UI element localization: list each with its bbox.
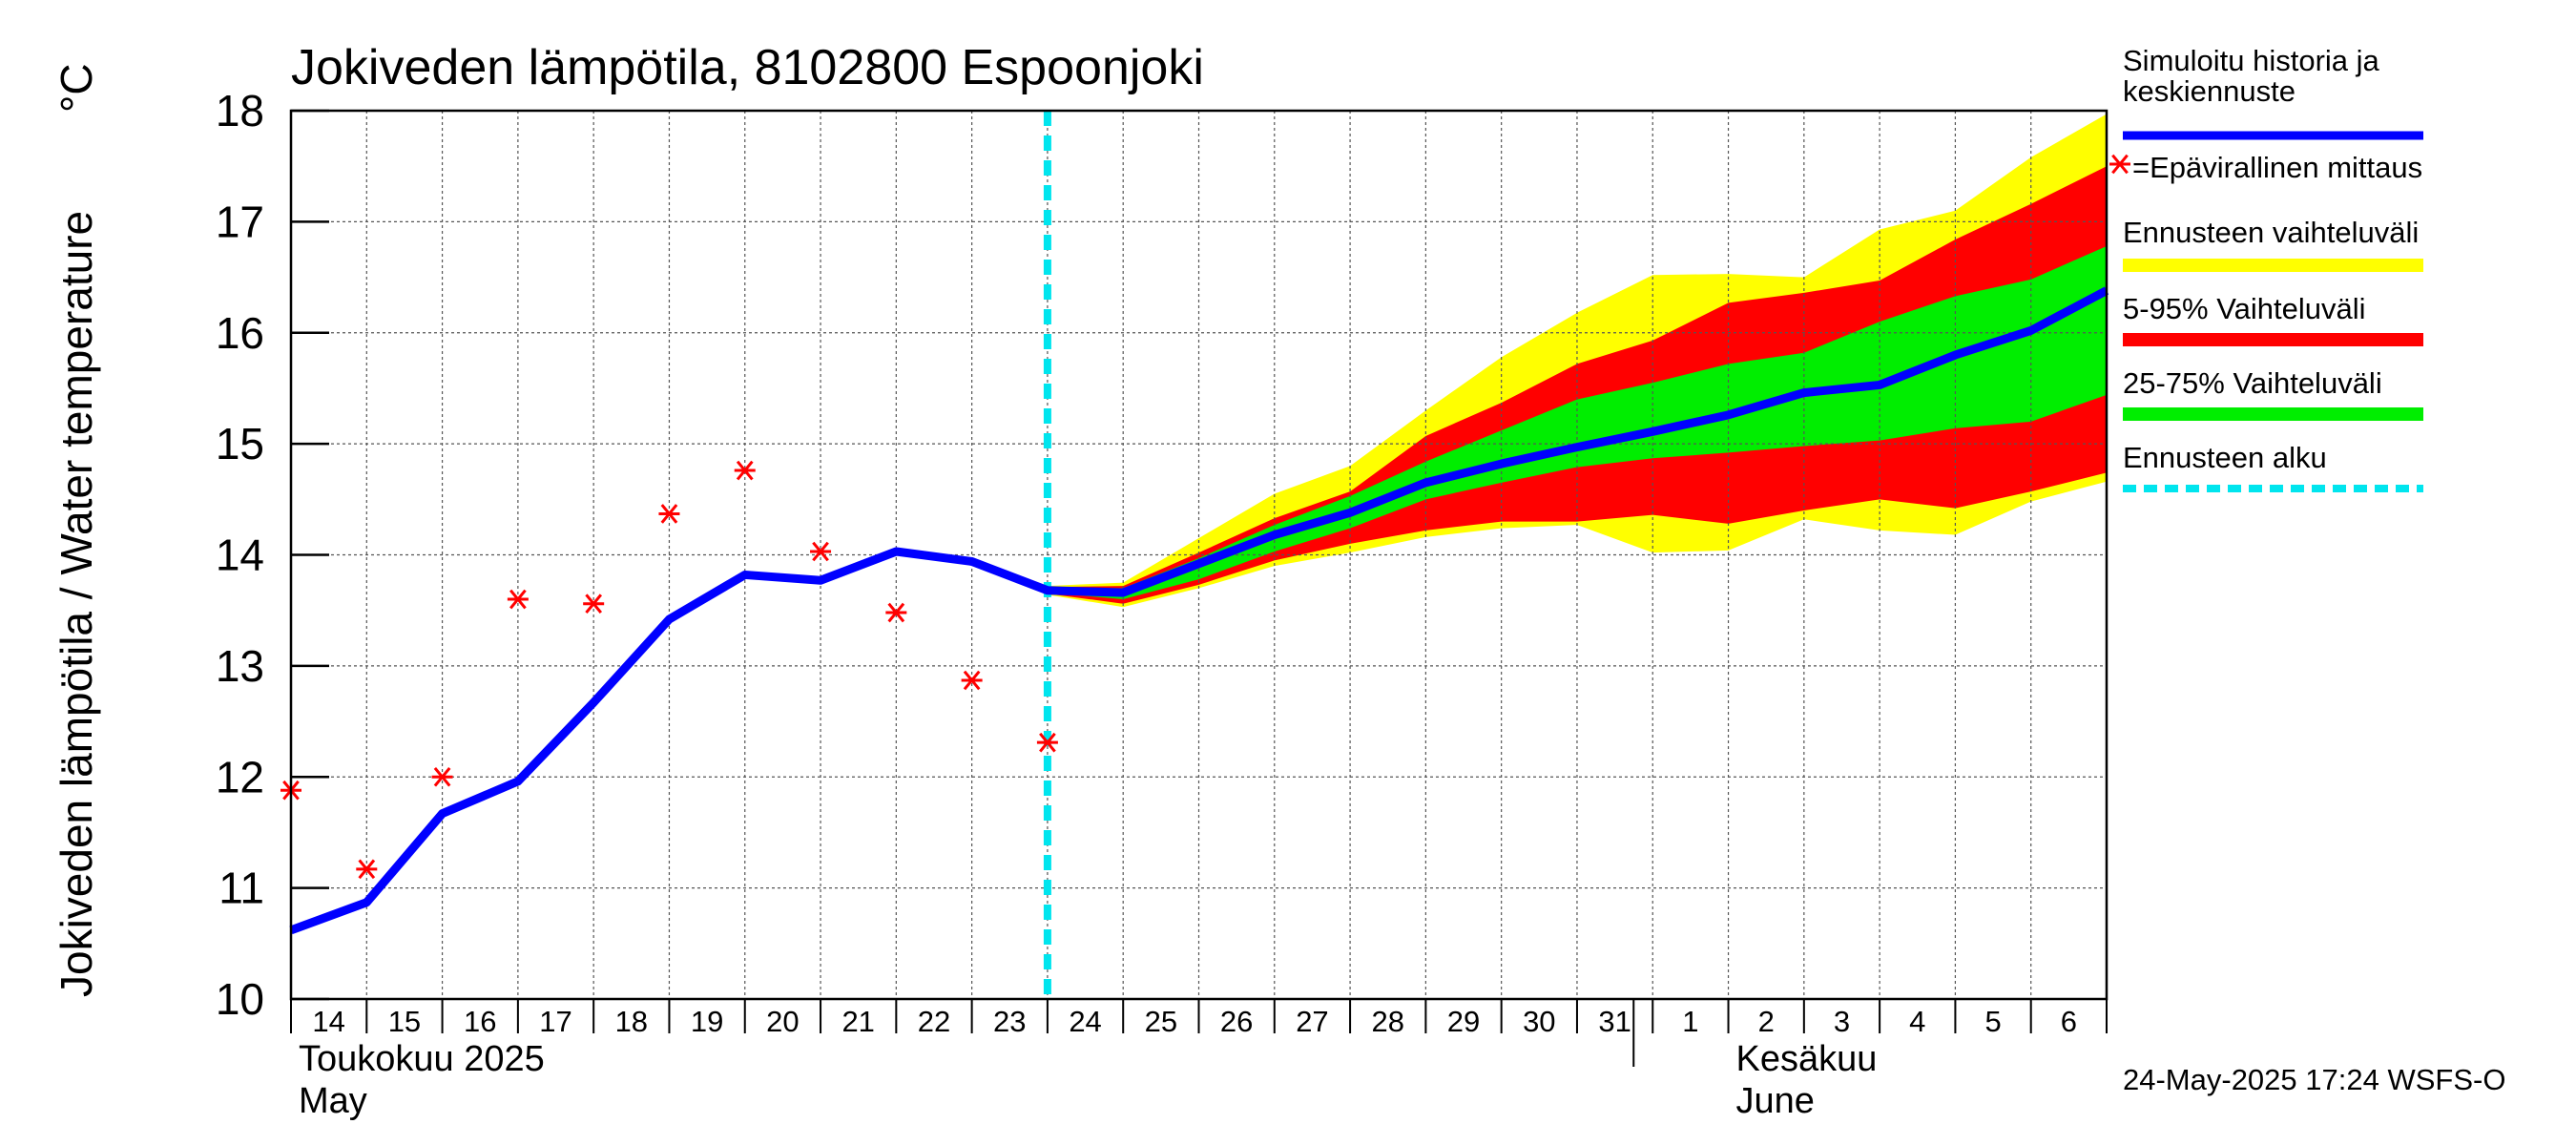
observation-marker: [431, 766, 453, 787]
x-tick-label: 6: [2061, 1005, 2077, 1038]
axes: [289, 109, 2109, 1067]
band-3: [1047, 245, 2107, 600]
x-tick-label: 20: [766, 1005, 799, 1038]
x-tick-label: 16: [464, 1005, 496, 1038]
legend-label: 25-75% Vaihteluväli: [2123, 366, 2382, 400]
legend-swatch: [2109, 154, 2130, 175]
x-tick-label: 26: [1220, 1005, 1253, 1038]
legend-label: keskiennuste: [2123, 74, 2296, 108]
timestamp-footer: 24-May-2025 17:24 WSFS-O: [2123, 1063, 2505, 1096]
x-tick-label: 15: [388, 1005, 421, 1038]
grid: [291, 111, 2107, 999]
y-tick-label: 14: [216, 531, 264, 580]
y-axis-unit: °C: [52, 63, 101, 113]
y-tick-label: 13: [216, 641, 264, 691]
x-tick-label: 21: [841, 1005, 874, 1038]
y-tick-label: 12: [216, 752, 264, 802]
marker-stroke: [887, 602, 905, 623]
median-line: [289, 286, 2109, 935]
x-tick-label: 2: [1758, 1005, 1775, 1038]
chart-title: Jokiveden lämpötila, 8102800 Espoonjoki: [291, 40, 1204, 95]
marker-stroke: [358, 859, 376, 880]
y-tick-label: 15: [216, 419, 264, 468]
x-tick-label: 22: [918, 1005, 950, 1038]
marker-stroke: [660, 504, 678, 524]
x-tick-label: 19: [691, 1005, 723, 1038]
marker-stroke: [1039, 732, 1056, 753]
observation-marker: [734, 460, 756, 481]
marker-stroke: [2111, 154, 2129, 175]
marker-stroke: [736, 460, 754, 481]
observation-marker: [356, 859, 378, 880]
x-tick-label: 1: [1682, 1005, 1698, 1038]
x-tick-label: 23: [993, 1005, 1026, 1038]
x-tick-label: 14: [312, 1005, 344, 1038]
y-tick-label: 16: [216, 308, 264, 358]
month-label: Kesäkuu: [1736, 1039, 1878, 1079]
x-tick-label: 27: [1296, 1005, 1328, 1038]
legend-label: Simuloitu historia ja: [2123, 44, 2380, 77]
legend-label: Ennusteen vaihteluväli: [2123, 216, 2419, 249]
month-label-en: May: [299, 1081, 367, 1121]
observation-marker: [810, 541, 832, 562]
legend-swatch: [2123, 333, 2423, 346]
observation-marker: [583, 593, 605, 614]
month-label-en: June: [1736, 1081, 1815, 1121]
marker-stroke: [509, 589, 527, 610]
x-tick-label: 5: [1984, 1005, 2001, 1038]
marker-stroke: [812, 541, 829, 562]
observation-marker: [885, 602, 907, 623]
observation-marker: [1036, 732, 1058, 753]
legend-label: =Epävirallinen mittaus: [2132, 151, 2422, 184]
legend-label: Ennusteen alku: [2123, 441, 2327, 474]
observation-marker: [507, 589, 529, 610]
y-axis-label: Jokiveden lämpötila / Water temperature: [52, 211, 101, 997]
observation-marker: [961, 670, 983, 691]
observation-marker: [658, 504, 680, 524]
x-tick-label: 28: [1371, 1005, 1403, 1038]
x-tick-label: 3: [1834, 1005, 1850, 1038]
x-tick-label: 24: [1069, 1005, 1101, 1038]
x-tick-label: 31: [1598, 1005, 1631, 1038]
marker-stroke: [963, 670, 981, 691]
legend-swatch: [2123, 407, 2423, 421]
x-tick-label: 18: [615, 1005, 648, 1038]
legend-label: 5-95% Vaihteluväli: [2123, 292, 2365, 325]
x-tick-label: 17: [539, 1005, 571, 1038]
month-label: Toukokuu 2025: [299, 1039, 545, 1079]
x-tick-label: 4: [1909, 1005, 1925, 1038]
y-tick-label: 18: [216, 86, 264, 135]
marker-stroke: [585, 593, 603, 614]
legend-swatch: [2123, 259, 2423, 272]
x-tick-label: 29: [1447, 1005, 1480, 1038]
y-tick-label: 10: [216, 974, 264, 1024]
forecast-bands: [1047, 114, 2107, 608]
y-tick-label: 11: [218, 864, 264, 913]
y-tick-label: 17: [216, 197, 264, 246]
x-tick-label: 30: [1523, 1005, 1555, 1038]
band-2: [1047, 166, 2107, 604]
marker-stroke: [433, 766, 451, 787]
x-tick-label: 25: [1145, 1005, 1177, 1038]
